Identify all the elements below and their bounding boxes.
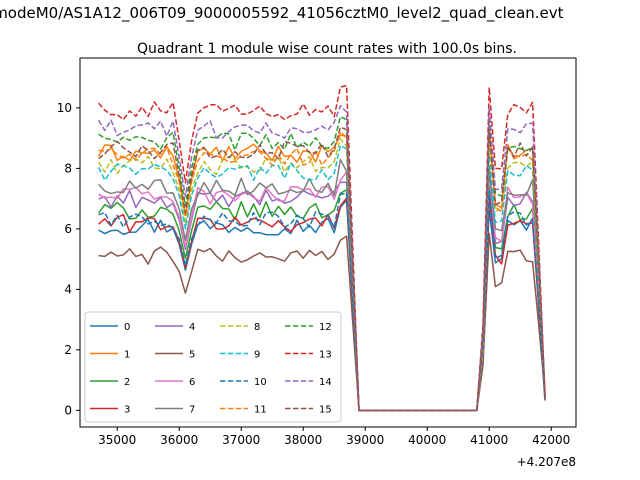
- series-line: [98, 115, 546, 412]
- legend-label: 13: [319, 350, 332, 361]
- x-tick-label: 39000: [346, 433, 384, 447]
- y-tick-label: 8: [64, 161, 72, 175]
- series-line: [98, 126, 546, 412]
- x-tick-label: 35000: [98, 433, 136, 447]
- x-tick-label: 40000: [408, 433, 446, 447]
- y-tick-label: 0: [64, 403, 72, 417]
- legend-label: 1: [124, 350, 130, 361]
- x-offset-label: +4.207e8: [517, 455, 576, 469]
- y-tick-label: 4: [64, 282, 72, 296]
- legend-label: 10: [254, 377, 267, 388]
- x-tick-label: 42000: [532, 433, 570, 447]
- figure-suptitle: Plots from file: modeM0/AS1A12_006T09_90…: [0, 4, 564, 22]
- x-tick-label: 38000: [284, 433, 322, 447]
- legend-label: 0: [124, 322, 130, 333]
- legend-label: 8: [254, 322, 260, 333]
- legend-label: 9: [254, 350, 260, 361]
- y-tick-label: 2: [64, 343, 72, 357]
- legend-box: [84, 311, 342, 423]
- legend-label: 2: [124, 377, 130, 388]
- x-tick-label: 37000: [222, 433, 260, 447]
- x-tick-label: 41000: [470, 433, 508, 447]
- legend-label: 4: [189, 322, 195, 333]
- legend-label: 11: [254, 405, 267, 416]
- axis-ticks: 35000 36000 37000 38000 39000 40000 41000 42000…: [57, 101, 571, 447]
- series-line: [98, 190, 546, 412]
- y-tick-label: 10: [57, 101, 72, 115]
- legend-label: 15: [319, 405, 332, 416]
- legend-label: 7: [189, 405, 195, 416]
- axes-frame: [79, 57, 577, 428]
- legend-label: 14: [319, 377, 332, 388]
- y-tick-label: 6: [64, 222, 72, 236]
- plot-area: [97, 84, 546, 412]
- legend-label: 3: [124, 405, 130, 416]
- x-tick-label: 36000: [160, 433, 198, 447]
- legend-label: 6: [189, 377, 195, 388]
- legend-label: 12: [319, 322, 332, 333]
- chart-title: Quadrant 1 module wise count rates with …: [137, 41, 517, 57]
- legend-label: 5: [189, 350, 195, 361]
